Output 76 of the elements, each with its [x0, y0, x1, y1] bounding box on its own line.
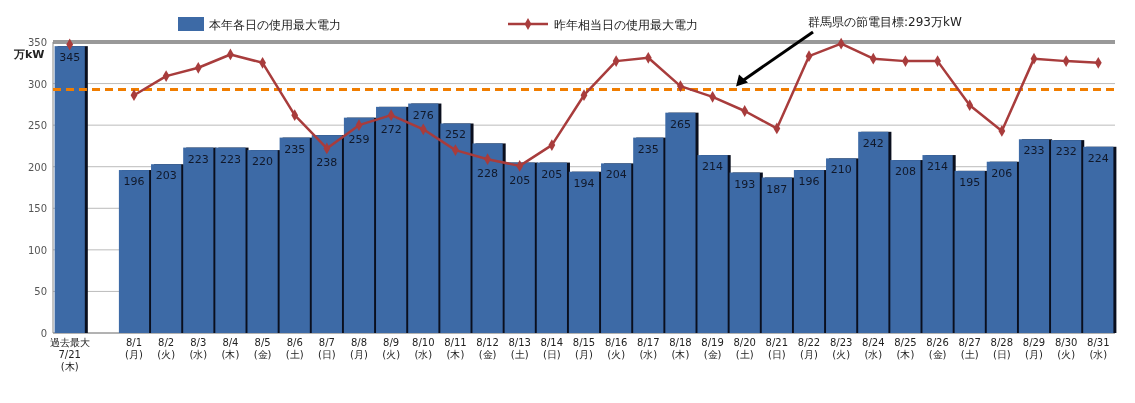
data-label: 228: [477, 167, 499, 181]
data-label: 220: [252, 155, 274, 169]
data-label: 203: [155, 169, 177, 183]
x-tick-label: 8/23(火): [829, 337, 853, 360]
x-tick-label: 8/6(土): [285, 337, 304, 360]
data-label: 238: [316, 156, 338, 170]
x-tick-label: 8/1(月): [125, 337, 143, 360]
x-tick-label: 過去最大7/21(木): [49, 337, 90, 372]
data-label: 276: [412, 108, 434, 122]
data-label: 205: [509, 173, 531, 187]
x-tick-label: 8/21(日): [765, 337, 789, 360]
y-tick-label: 200: [27, 161, 47, 173]
data-label: 223: [219, 152, 241, 166]
x-tick-label: 8/28(日): [990, 337, 1014, 360]
x-tick-label: 8/15(月): [572, 337, 596, 360]
data-label: 194: [573, 176, 595, 190]
x-tick-label: 8/11(木): [444, 337, 467, 360]
data-label: 195: [959, 175, 981, 189]
x-tick-label: 8/18(木): [669, 337, 692, 360]
data-label: 193: [734, 177, 756, 191]
x-tick-label: 8/25(木): [894, 337, 917, 360]
x-tick-label: 8/30(火): [1054, 337, 1078, 360]
x-tick-label: 8/8(月): [350, 337, 368, 360]
data-label: 233: [1023, 144, 1045, 158]
data-label: 196: [798, 175, 820, 189]
x-tick-label: 8/3(水): [189, 337, 208, 360]
y-tick-label: 100: [27, 244, 47, 256]
data-label: 208: [894, 165, 916, 179]
x-tick-label: 8/24(水): [862, 337, 885, 360]
x-tick-label: 8/22(月): [797, 337, 821, 360]
x-tick-label: 8/13(土): [508, 337, 531, 360]
x-tick-label: 8/20(土): [733, 337, 756, 360]
x-tick-label: 8/19(金): [701, 337, 724, 360]
data-label: 187: [766, 182, 788, 196]
x-tick-label: 8/2(火): [157, 337, 176, 360]
x-tick-label: 8/26(金): [926, 337, 949, 360]
data-label: 272: [380, 123, 402, 137]
y-tick-label: 250: [27, 120, 47, 132]
x-tick-label: 8/17(水): [637, 337, 660, 360]
y-tick-label: 350: [27, 37, 47, 48]
y-tick-label: 0: [40, 328, 47, 339]
data-label: 204: [605, 168, 627, 182]
data-label: 223: [187, 152, 209, 166]
data-label: 224: [1087, 151, 1109, 165]
data-label: 259: [348, 133, 370, 147]
data-label: 205: [541, 167, 563, 181]
data-label: 214: [702, 160, 724, 174]
data-label: 265: [669, 117, 691, 131]
x-tick-label: 8/7(日): [317, 337, 336, 360]
legend-label: 昨年相当日の使用最大電力: [554, 18, 698, 32]
y-axis-title: 万kW: [13, 48, 45, 61]
data-label: 345: [59, 51, 81, 65]
x-tick-label: 8/12(金): [476, 337, 499, 360]
x-tick-label: 8/9(火): [382, 337, 401, 360]
y-tick-label: 300: [27, 78, 47, 90]
x-tick-label: 8/10(水): [412, 337, 435, 360]
data-label: 235: [284, 142, 306, 156]
x-tick-label: 8/27(土): [958, 337, 981, 360]
legend-label: 本年各日の使用最大電力: [209, 18, 341, 32]
x-tick-label: 8/29(月): [1022, 337, 1046, 360]
data-label: 232: [1055, 145, 1077, 159]
x-tick-label: 8/31(水): [1087, 337, 1110, 360]
y-tick-label: 50: [34, 286, 47, 298]
data-label: 242: [862, 136, 884, 150]
data-label: 252: [444, 128, 466, 142]
x-tick-label: 8/5(金): [253, 337, 272, 360]
ref-line-label: 群馬県の節電目標:293万kW: [808, 15, 962, 29]
x-tick-label: 8/14(日): [540, 337, 564, 360]
data-label: 206: [991, 166, 1013, 180]
x-tick-label: 8/4(木): [221, 337, 240, 360]
y-tick-label: 150: [27, 203, 47, 215]
data-label: 196: [123, 175, 145, 189]
data-label: 214: [927, 160, 949, 174]
x-tick-label: 8/16(火): [604, 337, 628, 360]
data-label: 210: [830, 163, 852, 177]
data-label: 235: [637, 142, 659, 156]
